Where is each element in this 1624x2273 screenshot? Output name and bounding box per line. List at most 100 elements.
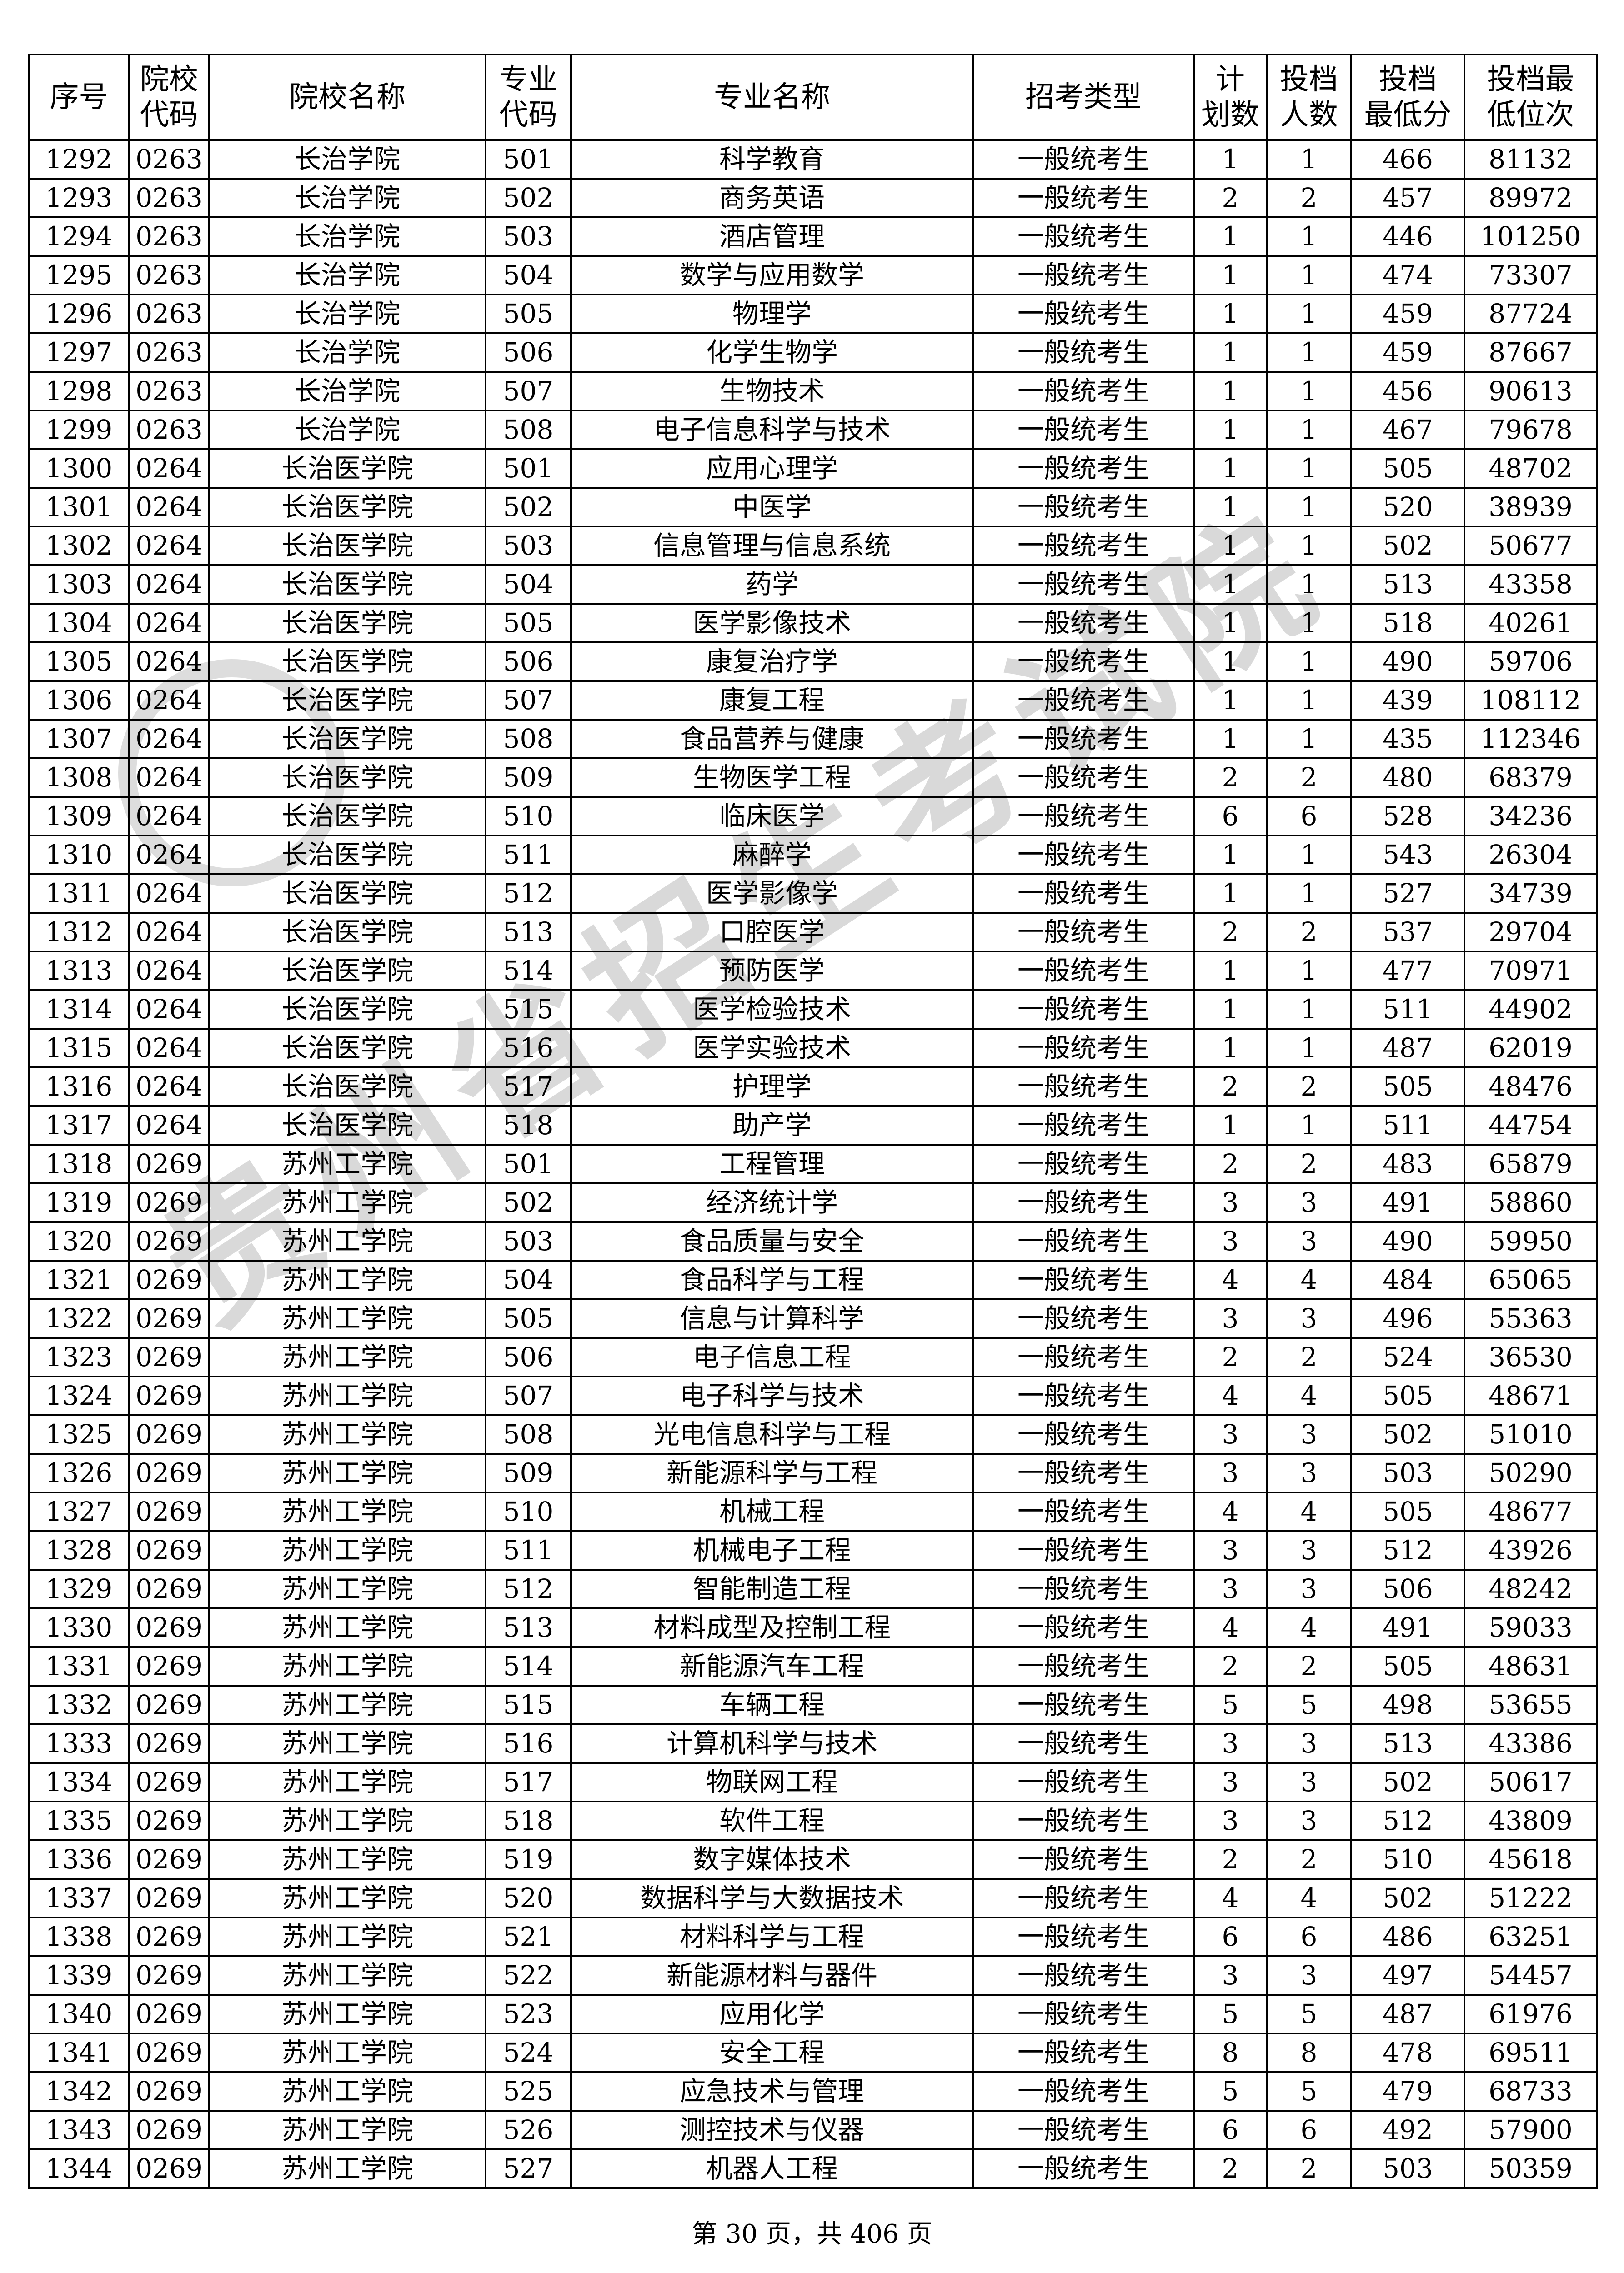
cell-admitted-count: 4 bbox=[1266, 1607, 1352, 1648]
table-row: 1322 0269 苏州工学院 505 信息与计算科学 一般统考生 3 3 496 55363 bbox=[28, 1298, 1598, 1339]
header-seq: 序号 bbox=[28, 54, 130, 141]
cell-school-code: 0269 bbox=[128, 1298, 210, 1339]
cell-exam-type: 一般统考生 bbox=[972, 1221, 1195, 1262]
cell-school-name: 长治学院 bbox=[208, 332, 486, 373]
cell-min-score: 503 bbox=[1350, 1453, 1465, 1493]
cell-admitted-count: 3 bbox=[1266, 1723, 1352, 1764]
cell-major-code: 513 bbox=[485, 1607, 572, 1648]
cell-school-code: 0269 bbox=[128, 1685, 210, 1725]
cell-school-code: 0269 bbox=[128, 1723, 210, 1764]
cell-min-rank: 69511 bbox=[1464, 2033, 1598, 2073]
header-school-name: 院校名称 bbox=[208, 54, 486, 141]
cell-min-rank: 43386 bbox=[1464, 1723, 1598, 1764]
cell-exam-type: 一般统考生 bbox=[972, 1762, 1195, 1802]
cell-exam-type: 一般统考生 bbox=[972, 1917, 1195, 1957]
cell-school-name: 长治医学院 bbox=[208, 1105, 486, 1146]
cell-min-rank: 59950 bbox=[1464, 1221, 1598, 1262]
cell-seq: 1335 bbox=[28, 1801, 130, 1841]
cell-major-name: 食品营养与健康 bbox=[570, 719, 974, 759]
cell-plan-count: 4 bbox=[1193, 1607, 1268, 1648]
cell-min-score: 439 bbox=[1350, 680, 1465, 721]
cell-plan-count: 4 bbox=[1193, 1376, 1268, 1416]
cell-major-name: 商务英语 bbox=[570, 178, 974, 218]
cell-min-rank: 48702 bbox=[1464, 448, 1598, 489]
cell-plan-count: 4 bbox=[1193, 1492, 1268, 1532]
cell-major-code: 514 bbox=[485, 951, 572, 991]
cell-major-name: 医学检验技术 bbox=[570, 989, 974, 1030]
cell-school-code: 0269 bbox=[128, 1569, 210, 1609]
cell-min-score: 503 bbox=[1350, 2148, 1465, 2189]
cell-major-code: 512 bbox=[485, 873, 572, 914]
cell-school-name: 长治医学院 bbox=[208, 796, 486, 836]
table-row: 1300 0264 长治医学院 501 应用心理学 一般统考生 1 1 505 48702 bbox=[28, 448, 1598, 489]
cell-major-name: 应急技术与管理 bbox=[570, 2071, 974, 2112]
table-row: 1297 0263 长治学院 506 化学生物学 一般统考生 1 1 459 87667 bbox=[28, 332, 1598, 373]
cell-plan-count: 4 bbox=[1193, 1878, 1268, 1918]
cell-admitted-count: 6 bbox=[1266, 796, 1352, 836]
cell-major-code: 518 bbox=[485, 1105, 572, 1146]
cell-seq: 1317 bbox=[28, 1105, 130, 1146]
cell-min-rank: 90613 bbox=[1464, 371, 1598, 411]
cell-admitted-count: 2 bbox=[1266, 178, 1352, 218]
cell-major-code: 510 bbox=[485, 796, 572, 836]
cell-seq: 1304 bbox=[28, 603, 130, 643]
cell-major-code: 505 bbox=[485, 1298, 572, 1339]
cell-school-name: 苏州工学院 bbox=[208, 1646, 486, 1687]
cell-major-code: 501 bbox=[485, 139, 572, 180]
table-row: 1308 0264 长治医学院 509 生物医学工程 一般统考生 2 2 480 68379 bbox=[28, 757, 1598, 798]
cell-min-score: 511 bbox=[1350, 1105, 1465, 1146]
cell-admitted-count: 1 bbox=[1266, 564, 1352, 605]
cell-exam-type: 一般统考生 bbox=[972, 1298, 1195, 1339]
cell-min-score: 484 bbox=[1350, 1260, 1465, 1300]
cell-admitted-count: 1 bbox=[1266, 139, 1352, 180]
cell-major-code: 506 bbox=[485, 1337, 572, 1377]
cell-min-score: 477 bbox=[1350, 951, 1465, 991]
cell-major-code: 503 bbox=[485, 526, 572, 566]
cell-school-code: 0269 bbox=[128, 1182, 210, 1223]
cell-seq: 1300 bbox=[28, 448, 130, 489]
cell-min-score: 446 bbox=[1350, 216, 1465, 257]
cell-exam-type: 一般统考生 bbox=[972, 1105, 1195, 1146]
table-row: 1334 0269 苏州工学院 517 物联网工程 一般统考生 3 3 502 50617 bbox=[28, 1762, 1598, 1802]
cell-exam-type: 一般统考生 bbox=[972, 526, 1195, 566]
cell-school-name: 苏州工学院 bbox=[208, 1723, 486, 1764]
cell-plan-count: 3 bbox=[1193, 1955, 1268, 1996]
cell-exam-type: 一般统考生 bbox=[972, 1453, 1195, 1493]
cell-major-name: 应用心理学 bbox=[570, 448, 974, 489]
cell-min-score: 466 bbox=[1350, 139, 1465, 180]
cell-seq: 1323 bbox=[28, 1337, 130, 1377]
cell-min-rank: 61976 bbox=[1464, 1994, 1598, 2034]
cell-school-code: 0264 bbox=[128, 1105, 210, 1146]
cell-min-rank: 108112 bbox=[1464, 680, 1598, 721]
cell-min-score: 512 bbox=[1350, 1530, 1465, 1571]
cell-min-rank: 58860 bbox=[1464, 1182, 1598, 1223]
cell-school-name: 长治学院 bbox=[208, 216, 486, 257]
cell-seq: 1337 bbox=[28, 1878, 130, 1918]
cell-min-rank: 45618 bbox=[1464, 1839, 1598, 1880]
cell-min-rank: 55363 bbox=[1464, 1298, 1598, 1339]
cell-major-name: 车辆工程 bbox=[570, 1685, 974, 1725]
cell-seq: 1296 bbox=[28, 294, 130, 334]
cell-school-code: 0269 bbox=[128, 1221, 210, 1262]
cell-seq: 1332 bbox=[28, 1685, 130, 1725]
cell-min-rank: 57900 bbox=[1464, 2110, 1598, 2150]
cell-major-code: 511 bbox=[485, 835, 572, 875]
table-row: 1325 0269 苏州工学院 508 光电信息科学与工程 一般统考生 3 3 502 51010 bbox=[28, 1414, 1598, 1455]
table-row: 1292 0263 长治学院 501 科学教育 一般统考生 1 1 466 81132 bbox=[28, 139, 1598, 180]
cell-exam-type: 一般统考生 bbox=[972, 1414, 1195, 1455]
table-row: 1344 0269 苏州工学院 527 机器人工程 一般统考生 2 2 503 50359 bbox=[28, 2148, 1598, 2189]
cell-seq: 1309 bbox=[28, 796, 130, 836]
cell-min-score: 496 bbox=[1350, 1298, 1465, 1339]
cell-major-code: 506 bbox=[485, 641, 572, 682]
cell-major-name: 数据科学与大数据技术 bbox=[570, 1878, 974, 1918]
cell-min-rank: 65879 bbox=[1464, 1144, 1598, 1184]
cell-min-score: 435 bbox=[1350, 719, 1465, 759]
cell-seq: 1336 bbox=[28, 1839, 130, 1880]
cell-school-name: 苏州工学院 bbox=[208, 1801, 486, 1841]
cell-admitted-count: 1 bbox=[1266, 294, 1352, 334]
cell-admitted-count: 6 bbox=[1266, 2110, 1352, 2150]
cell-major-name: 食品科学与工程 bbox=[570, 1260, 974, 1300]
cell-admitted-count: 3 bbox=[1266, 1298, 1352, 1339]
cell-admitted-count: 1 bbox=[1266, 1028, 1352, 1068]
cell-min-rank: 53655 bbox=[1464, 1685, 1598, 1725]
